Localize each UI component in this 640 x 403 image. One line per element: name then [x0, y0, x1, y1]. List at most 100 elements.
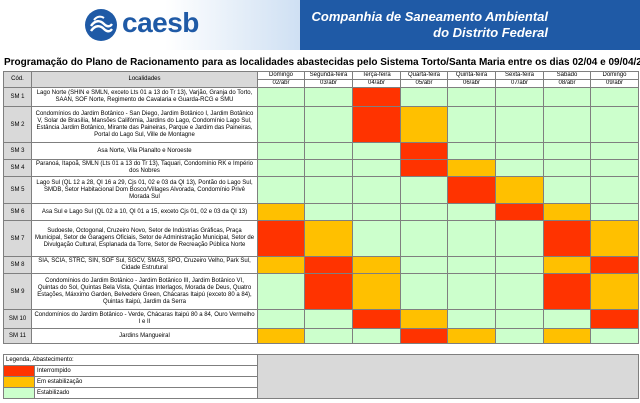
legend-table: Legenda, Abastecimento: Interrompido Em … [3, 354, 639, 399]
status-cell [304, 106, 353, 143]
status-cell [257, 106, 305, 143]
status-cell [590, 159, 639, 177]
day-date: 04/abr [352, 79, 401, 88]
row-localities: Lago Sul (QL 12 a 28, QI 16 a 29, Cjs 01… [31, 176, 258, 204]
status-cell [400, 87, 448, 107]
status-cell [590, 87, 639, 107]
status-cell [495, 176, 544, 204]
row-code: SM 10 [3, 309, 32, 329]
status-cell [495, 309, 544, 329]
status-cell [590, 203, 639, 221]
status-cell [447, 309, 496, 329]
status-cell [590, 309, 639, 329]
caesb-logo-icon [85, 9, 117, 41]
table-row: SM 6 Asa Sul e Lago Sul (QL 02 a 10, QI 0… [3, 203, 639, 221]
table-row: SM 1 Lago Norte (SHIN e SMLN, exceto Lts … [3, 87, 639, 107]
day-date: 03/abr [304, 79, 353, 88]
status-cell [352, 142, 401, 160]
status-cell [352, 159, 401, 177]
column-header-localities: Localidades [31, 71, 258, 88]
row-code: SM 7 [3, 220, 32, 257]
legend-title: Legenda, Abastecimento: [3, 354, 258, 366]
status-cell [400, 328, 448, 344]
day-name: Domingo [590, 71, 639, 80]
table-row: SM 7 Sudoeste, Octogonal, Cruzeiro Novo, … [3, 220, 639, 257]
status-cell [495, 203, 544, 221]
status-cell [304, 256, 353, 274]
status-cell [590, 220, 639, 257]
status-cell [304, 328, 353, 344]
status-cell [304, 142, 353, 160]
schedule-body: SM 1 Lago Norte (SHIN e SMLN, exceto Lts … [3, 87, 639, 344]
status-cell [495, 159, 544, 177]
status-cell [352, 273, 401, 310]
legend-label-em-estabilizacao: Em estabilização [34, 376, 258, 388]
status-cell [543, 273, 591, 310]
rationing-schedule-table: Cód. Localidades Domingo Segunda-feira T… [3, 71, 639, 344]
status-cell [447, 106, 496, 143]
row-localities: Jardins Mangueiral [31, 328, 258, 344]
row-code: SM 5 [3, 176, 32, 204]
table-row: SM 8 SIA, SCIA, STRC, SIN, SOF Sul, SGCV,… [3, 256, 639, 274]
status-cell [495, 142, 544, 160]
status-cell [447, 273, 496, 310]
status-cell [352, 328, 401, 344]
row-localities: Condomínios do Jardim Botânico - Verde, … [31, 309, 258, 329]
status-cell [447, 87, 496, 107]
status-cell [400, 176, 448, 204]
table-row: SM 10 Condomínios do Jardim Botânico - Ve… [3, 309, 639, 329]
legend-filler [257, 354, 639, 399]
logo-area: caesb [0, 0, 300, 50]
status-cell [590, 328, 639, 344]
day-name: Sexta-feira [495, 71, 544, 80]
day-date: 06/abr [447, 79, 496, 88]
row-code: SM 8 [3, 256, 32, 274]
status-cell [590, 176, 639, 204]
day-name: Quinta-feira [447, 71, 496, 80]
status-cell [352, 203, 401, 221]
status-cell [590, 142, 639, 160]
status-cell [352, 256, 401, 274]
table-row: SM 9 Condomínios do Jardim Botânico - Jar… [3, 273, 639, 310]
day-name: Quarta-feira [400, 71, 448, 80]
status-cell [257, 176, 305, 204]
column-header-code: Cód. [3, 71, 32, 88]
day-date: 07/abr [495, 79, 544, 88]
header-row-days: Cód. Localidades Domingo Segunda-feira T… [3, 71, 639, 88]
day-name: Domingo [257, 71, 305, 80]
status-cell [304, 87, 353, 107]
status-cell [590, 273, 639, 310]
status-cell [304, 220, 353, 257]
status-cell [590, 256, 639, 274]
day-date: 02/abr [257, 79, 305, 88]
status-cell [400, 309, 448, 329]
day-name: Terça-feira [352, 71, 401, 80]
row-localities: Paranoá, Itapoã, SMLN (Lts 01 a 13 do Tr… [31, 159, 258, 177]
row-code: SM 11 [3, 328, 32, 344]
status-cell [543, 106, 591, 143]
status-cell [495, 256, 544, 274]
status-cell [495, 87, 544, 107]
status-cell [257, 203, 305, 221]
status-cell [495, 220, 544, 257]
status-cell [257, 220, 305, 257]
status-cell [304, 273, 353, 310]
table-row: SM 3 Asa Norte, Vila Planalto e Noroeste [3, 142, 639, 160]
day-date: 09/abr [590, 79, 639, 88]
legend-swatch-interrompido [3, 365, 35, 377]
day-date: 08/abr [543, 79, 591, 88]
status-cell [257, 142, 305, 160]
legend-swatch-em-estabilizacao [3, 376, 35, 388]
status-cell [543, 328, 591, 344]
status-cell [352, 87, 401, 107]
row-code: SM 1 [3, 87, 32, 107]
row-localities: Condomínios do Jardim Botânico - Jardim … [31, 273, 258, 310]
status-cell [447, 176, 496, 204]
legend-swatch-estabilizado [3, 387, 35, 399]
status-cell [543, 176, 591, 204]
row-localities: Asa Sul e Lago Sul (QL 02 a 10, QI 01 a … [31, 203, 258, 221]
status-cell [543, 256, 591, 274]
status-cell [400, 106, 448, 143]
company-name-line2: do Distrito Federal [433, 25, 548, 40]
table-row: SM 4 Paranoá, Itapoã, SMLN (Lts 01 a 13 d… [3, 159, 639, 177]
